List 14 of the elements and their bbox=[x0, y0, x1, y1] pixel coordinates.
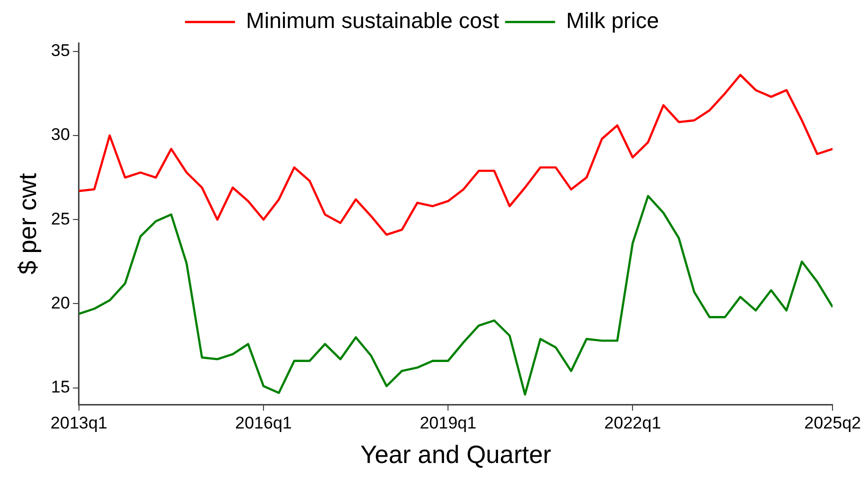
y-tick-label: 35 bbox=[50, 41, 70, 60]
y-tick-label: 15 bbox=[50, 377, 70, 396]
legend-label: Milk price bbox=[566, 8, 660, 34]
x-tick-label: 2013q1 bbox=[50, 413, 108, 432]
x-tick-label: 2019q1 bbox=[420, 413, 476, 432]
x-tick-label: 2025q2 bbox=[804, 413, 862, 432]
y-axis-title: $ per cwt bbox=[14, 173, 42, 275]
x-tick-label: 2016q1 bbox=[235, 413, 292, 432]
x-tick-label: 2022q1 bbox=[604, 413, 662, 432]
y-tick-label: 30 bbox=[50, 125, 70, 144]
y-tick-label: 20 bbox=[50, 293, 70, 312]
x-axis-title: Year and Quarter bbox=[360, 440, 552, 469]
legend-label: Minimum sustainable cost bbox=[246, 8, 500, 34]
y-tick-label: 25 bbox=[50, 209, 70, 228]
